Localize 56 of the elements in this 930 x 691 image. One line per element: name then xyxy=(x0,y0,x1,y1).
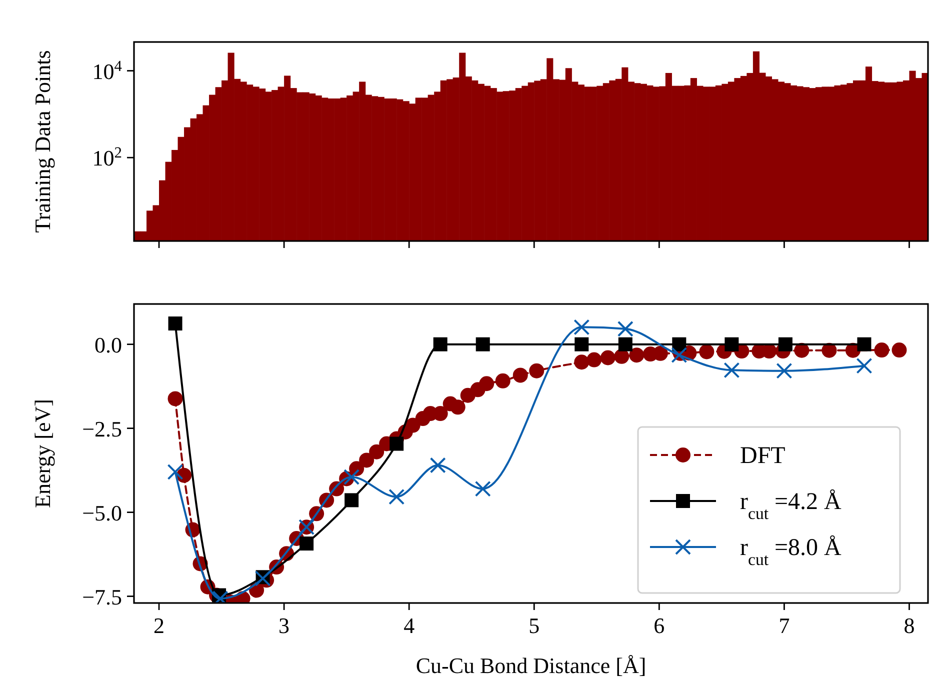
point xyxy=(359,452,374,468)
point xyxy=(629,348,644,363)
point xyxy=(618,337,632,352)
point xyxy=(512,368,528,383)
point xyxy=(474,480,491,497)
point xyxy=(344,469,360,486)
y-tick-label: −7.5 xyxy=(82,584,122,610)
x-tick-label: 6 xyxy=(654,613,665,638)
x-tick-label: 8 xyxy=(904,613,915,638)
point xyxy=(495,373,510,388)
point xyxy=(586,352,602,368)
point xyxy=(388,488,405,505)
y-tick-label: −2.5 xyxy=(82,416,122,442)
point xyxy=(300,536,314,551)
point xyxy=(574,354,590,370)
point xyxy=(724,337,739,352)
x-axis-title: Cu-Cu Bond Distance [Å] xyxy=(416,653,646,678)
point xyxy=(479,376,494,392)
point xyxy=(574,337,589,352)
point xyxy=(476,337,490,352)
x-tick-label: 2 xyxy=(154,613,165,638)
point xyxy=(450,400,466,415)
legend-label: r$_{cut}$ =4.2 Å xyxy=(740,489,842,522)
y-axis-title: Energy [eV] xyxy=(30,399,55,508)
x-tick-label: 7 xyxy=(778,613,790,638)
point xyxy=(856,358,872,374)
x-tick-label: 5 xyxy=(528,613,540,638)
point xyxy=(344,493,359,508)
y-tick-label: 10$^{4}$ xyxy=(92,57,122,84)
x-tick-label: 3 xyxy=(278,613,290,638)
y-axis-title: Training Data Points xyxy=(30,50,55,233)
point xyxy=(892,342,907,358)
point xyxy=(857,337,872,352)
point xyxy=(433,337,448,352)
point xyxy=(778,337,792,352)
point xyxy=(776,362,792,379)
point xyxy=(168,391,183,406)
point xyxy=(430,457,446,474)
point xyxy=(724,362,740,378)
legend-label: r$_{cut}$ =8.0 Å xyxy=(740,535,842,568)
y-tick-label: 10$^{2}$ xyxy=(92,144,122,171)
legend-label: DFT xyxy=(740,443,786,469)
y-tick-label: 0.0 xyxy=(94,332,122,358)
point xyxy=(614,348,630,364)
point xyxy=(600,350,616,366)
point xyxy=(874,342,890,358)
point xyxy=(574,319,590,336)
point xyxy=(529,363,544,378)
point xyxy=(617,320,634,337)
point xyxy=(167,464,184,480)
point xyxy=(168,316,182,330)
point xyxy=(699,344,714,360)
point xyxy=(390,436,404,451)
y-tick-label: −5.0 xyxy=(82,500,122,526)
point xyxy=(369,444,384,460)
x-tick-label: 4 xyxy=(404,613,415,638)
